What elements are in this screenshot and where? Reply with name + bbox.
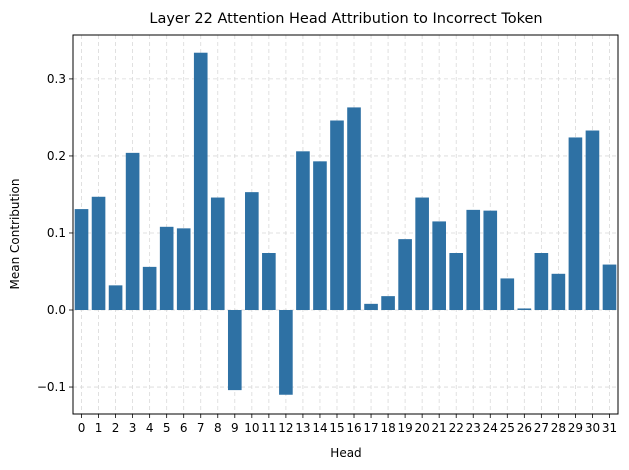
bar-head-12 [279, 310, 293, 395]
bar-head-9 [227, 310, 242, 391]
bar-head-30 [585, 130, 600, 311]
bar-head-24 [483, 210, 498, 311]
bar-head-7 [193, 52, 208, 311]
x-tick-label: 7 [197, 421, 205, 435]
plot-frame [72, 34, 619, 415]
bar-head-19 [398, 239, 412, 311]
bar-head-22 [449, 253, 464, 311]
bar-head-10 [245, 192, 259, 311]
x-tick-label: 9 [231, 421, 239, 435]
y-tick-label: −0.1 [37, 380, 66, 394]
bar-head-25 [500, 278, 515, 311]
x-tick-label: 11 [261, 421, 276, 435]
bar-head-20 [415, 197, 429, 311]
x-tick-label: 3 [129, 421, 137, 435]
bar-head-2 [108, 285, 123, 311]
bar-head-5 [159, 226, 174, 311]
x-axis-label: Head [330, 446, 361, 460]
y-tick-label: 0.3 [47, 72, 66, 86]
x-tick-label: 25 [500, 421, 515, 435]
x-tick-label: 5 [163, 421, 171, 435]
bar-head-17 [364, 303, 378, 311]
bar-head-4 [142, 266, 157, 311]
y-tick-label: 0.2 [47, 149, 66, 163]
bar-head-23 [466, 209, 481, 311]
x-tick-label: 23 [466, 421, 481, 435]
x-tick-label: 10 [244, 421, 259, 435]
y-axis-label: Mean Contribution [8, 178, 22, 289]
bar-head-6 [176, 228, 191, 311]
y-tick-label: 0.0 [47, 303, 66, 317]
x-tick-label: 13 [295, 421, 310, 435]
x-tick-label: 20 [415, 421, 430, 435]
bar-head-15 [330, 120, 344, 311]
bar-head-27 [534, 253, 549, 311]
bar-head-26 [517, 308, 532, 311]
x-tick-label: 15 [329, 421, 344, 435]
bar-head-21 [432, 221, 446, 311]
x-tick-label: 22 [449, 421, 464, 435]
y-axis-ticks: −0.1 0.0 0.1 0.2 0.3 [37, 72, 73, 394]
x-tick-label: 24 [483, 421, 498, 435]
chart-title: Layer 22 Attention Head Attribution to I… [149, 11, 542, 27]
bar-head-14 [313, 161, 327, 311]
bar-head-18 [381, 296, 395, 311]
bar-head-13 [296, 151, 310, 311]
x-tick-label: 8 [214, 421, 222, 435]
x-tick-label: 14 [312, 421, 327, 435]
bars [74, 52, 617, 395]
x-tick-label: 19 [397, 421, 412, 435]
x-axis-ticks: 0 1 2 3 4 5 6 7 8 9 10 11 12 13 14 15 16 17 18 19 20 21 22 23 24… [78, 414, 617, 435]
x-tick-label: 27 [534, 421, 549, 435]
bar-head-0 [74, 209, 89, 311]
x-tick-label: 2 [112, 421, 120, 435]
x-tick-label: 4 [146, 421, 154, 435]
bar-head-11 [262, 253, 276, 311]
x-tick-label: 30 [585, 421, 600, 435]
x-tick-label: 31 [602, 421, 617, 435]
x-tick-label: 12 [278, 421, 293, 435]
bar-head-31 [602, 264, 617, 311]
bar-head-3 [125, 152, 140, 311]
bar-head-16 [347, 107, 361, 311]
x-tick-label: 18 [380, 421, 395, 435]
x-tick-label: 1 [95, 421, 103, 435]
y-tick-label: 0.1 [47, 226, 66, 240]
x-tick-label: 29 [568, 421, 583, 435]
x-tick-label: 0 [78, 421, 86, 435]
x-tick-label: 16 [346, 421, 361, 435]
bar-head-8 [210, 197, 225, 311]
x-tick-label: 26 [517, 421, 532, 435]
x-tick-label: 21 [432, 421, 447, 435]
x-tick-label: 17 [363, 421, 378, 435]
bar-head-1 [91, 196, 106, 311]
bar-head-29 [568, 137, 583, 311]
x-tick-label: 6 [180, 421, 188, 435]
bar-head-28 [551, 273, 566, 311]
x-tick-label: 28 [551, 421, 566, 435]
